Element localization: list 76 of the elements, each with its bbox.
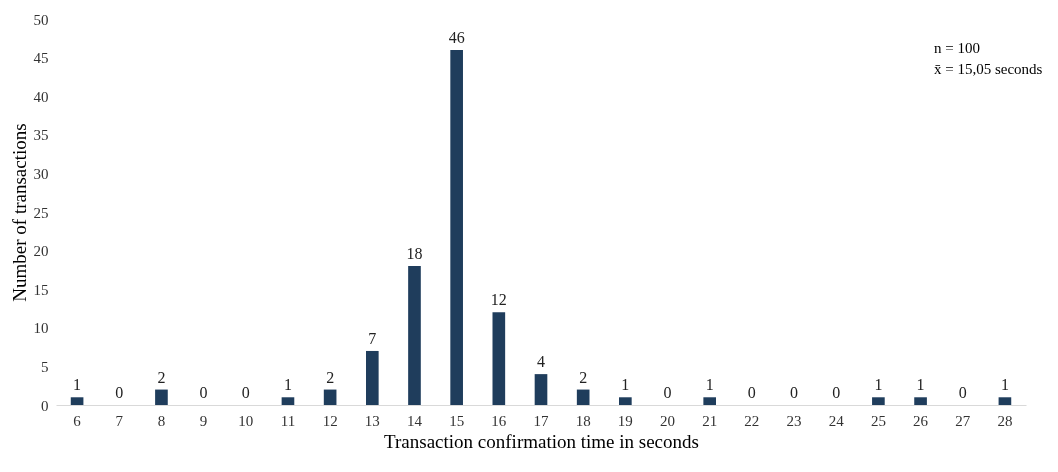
data-label: 1 [916, 376, 925, 394]
x-tick-label: 10 [238, 412, 254, 429]
bar [323, 389, 337, 405]
annotation: x̄ = 15,05 seconds [934, 61, 1043, 77]
x-tick-label: 16 [491, 412, 507, 429]
x-tick-label: 17 [533, 412, 549, 429]
x-tick-label: 12 [322, 412, 338, 429]
data-label: 0 [199, 384, 208, 401]
data-label: 18 [406, 245, 423, 263]
x-tick-label: 9 [199, 412, 208, 429]
y-tick-label: 50 [33, 11, 49, 28]
bar [872, 397, 885, 405]
y-tick-label: 20 [33, 243, 49, 260]
data-label: 0 [747, 384, 756, 401]
bar [534, 374, 548, 405]
data-label: 2 [157, 368, 166, 386]
y-tick-label: 25 [33, 204, 49, 221]
data-label: 0 [790, 384, 799, 401]
y-tick-label: 45 [33, 50, 49, 67]
y-tick-label: 30 [33, 165, 49, 182]
y-tick-label: 5 [41, 358, 49, 375]
annotation: n = 100 [934, 40, 980, 56]
x-tick-label: 23 [786, 412, 802, 429]
x-tick-label: 28 [997, 412, 1013, 429]
data-label: 0 [663, 384, 672, 401]
data-label: 46 [448, 28, 465, 46]
y-tick-label: 15 [33, 281, 49, 298]
x-tick-label: 20 [660, 412, 676, 429]
x-tick-label: 24 [828, 412, 845, 429]
x-tick-label: 11 [280, 412, 296, 429]
y-axis-title: Number of transactions [8, 123, 30, 302]
x-tick-label: 22 [744, 412, 760, 429]
x-tick-label: 21 [702, 412, 718, 429]
data-label: 1 [705, 376, 714, 394]
data-label: 0 [115, 384, 124, 401]
bar [576, 389, 590, 405]
bar [281, 397, 295, 405]
y-tick-label: 10 [33, 320, 49, 337]
data-label: 2 [579, 368, 588, 386]
bar [450, 49, 463, 405]
x-tick-label: 8 [157, 412, 166, 429]
data-label: 1 [621, 376, 630, 394]
data-label: 1 [1000, 376, 1009, 394]
data-label: 0 [832, 384, 841, 401]
y-tick-label: 0 [41, 397, 49, 414]
x-tick-label: 19 [617, 412, 633, 429]
x-tick-label: 7 [115, 412, 124, 429]
data-label: 7 [368, 329, 377, 347]
data-label: 1 [283, 376, 292, 394]
y-tick-label: 40 [33, 88, 49, 105]
x-tick-label: 18 [575, 412, 591, 429]
data-label: 0 [958, 384, 967, 401]
data-label: 1 [73, 376, 82, 394]
bar [70, 397, 84, 405]
x-tick-label: 15 [449, 412, 465, 429]
x-tick-label: 13 [364, 412, 380, 429]
x-tick-label: 14 [406, 412, 423, 429]
bar [619, 397, 632, 405]
bar [155, 389, 168, 405]
bar [703, 397, 717, 405]
x-tick-label: 6 [73, 412, 82, 429]
x-tick-label: 27 [955, 412, 971, 429]
data-label: 0 [241, 384, 250, 401]
bar [998, 397, 1012, 405]
bar [914, 397, 927, 405]
x-tick-label: 26 [913, 412, 929, 429]
bar [408, 266, 421, 405]
data-label: 12 [490, 291, 507, 309]
data-label: 1 [874, 376, 883, 394]
bar [365, 350, 379, 405]
x-axis-title: Transaction confirmation time in seconds [384, 430, 699, 452]
data-label: 4 [537, 353, 545, 371]
x-tick-label: 25 [870, 412, 886, 429]
bar [492, 312, 506, 405]
y-tick-label: 35 [33, 127, 49, 144]
data-label: 2 [326, 368, 335, 386]
